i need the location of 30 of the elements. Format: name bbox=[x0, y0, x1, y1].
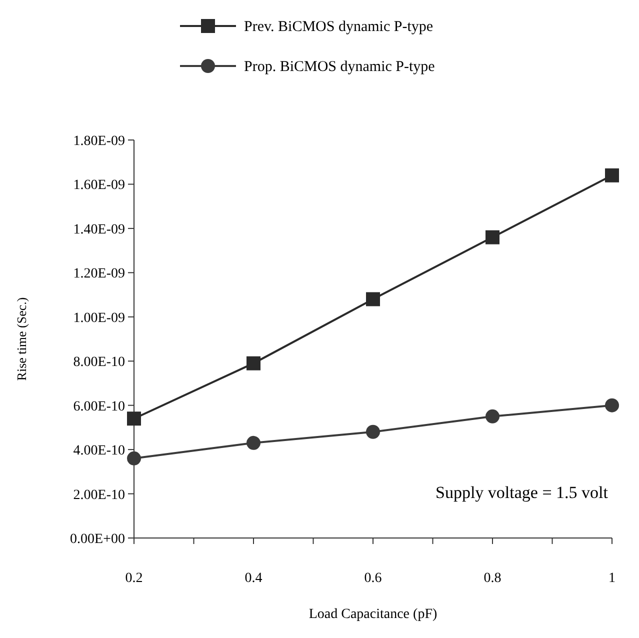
y-tick-label: 1.20E-09 bbox=[73, 266, 125, 282]
y-tick-label: 6.00E-10 bbox=[73, 399, 125, 414]
x-tick-label: 1 bbox=[608, 571, 616, 586]
y-tick-label: 4.00E-10 bbox=[73, 444, 125, 459]
y-tick-label: 8.00E-10 bbox=[73, 355, 125, 370]
x-axis-title: Load Capacitance (pF) bbox=[308, 607, 438, 622]
y-tick-label: 2.00E-10 bbox=[73, 488, 125, 503]
legend-label: Prop. BiCMOS dynamic P-type bbox=[244, 59, 436, 75]
y-tick-label: 0.00E+00 bbox=[70, 532, 125, 547]
point bbox=[127, 451, 141, 466]
point bbox=[486, 409, 500, 424]
point bbox=[246, 356, 260, 370]
point bbox=[127, 412, 141, 426]
y-tick-label: 1.60E-09 bbox=[73, 178, 125, 194]
x-tick-label: 0.4 bbox=[244, 571, 262, 586]
point bbox=[366, 292, 380, 306]
x-tick-label: 0.2 bbox=[125, 571, 143, 586]
y-axis-title: Rise time (Sec.) bbox=[14, 297, 29, 381]
x-tick-label: 0.6 bbox=[364, 571, 382, 586]
point bbox=[605, 398, 619, 412]
point bbox=[605, 168, 619, 182]
point bbox=[486, 230, 500, 244]
annotation: Supply voltage = 1.5 volt bbox=[436, 483, 608, 502]
point bbox=[246, 436, 260, 450]
legend-label: Prev. BiCMOS dynamic P-type bbox=[244, 19, 434, 35]
y-tick-label: 1.00E-09 bbox=[73, 310, 125, 326]
point bbox=[366, 424, 380, 439]
y-tick-label: 1.80E-09 bbox=[73, 134, 125, 149]
y-tick-label: 1.40E-09 bbox=[73, 222, 125, 238]
x-tick-label: 0.8 bbox=[484, 571, 502, 586]
